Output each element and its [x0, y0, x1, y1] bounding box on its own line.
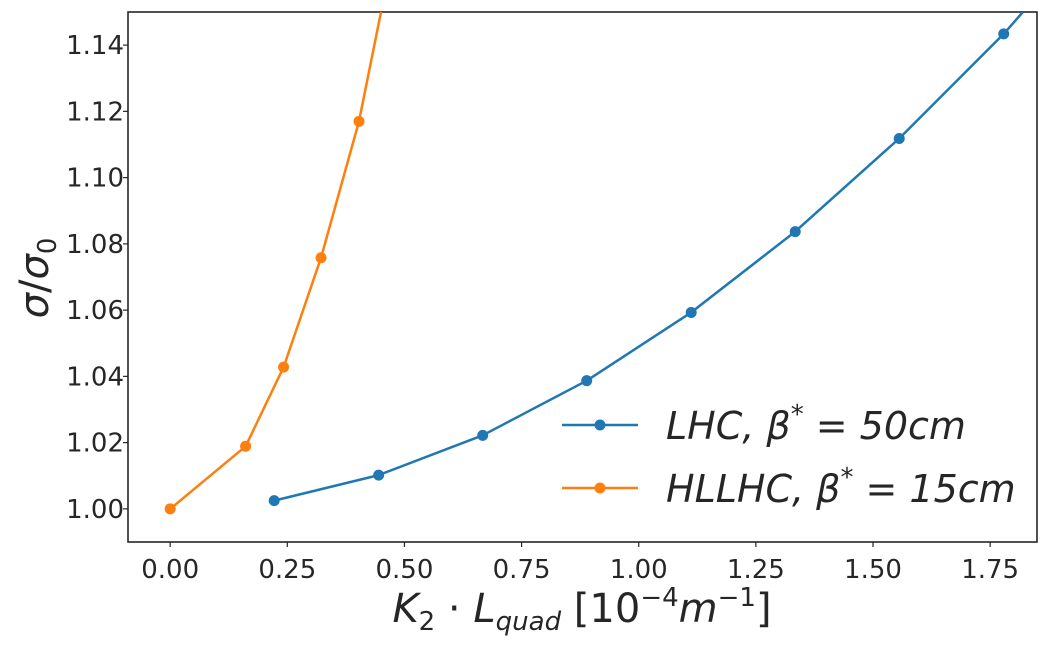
- legend-marker-lhc: [594, 419, 606, 431]
- y-tick-label: 1.02: [66, 429, 124, 459]
- x-tick-label: 0.50: [376, 555, 434, 585]
- data-point-hllhc: [240, 440, 252, 452]
- data-point-lhc: [268, 495, 280, 507]
- y-tick-label: 1.12: [66, 97, 124, 127]
- legend: LHC, β* = 50cm HLLHC, β* = 15cm: [562, 400, 1016, 511]
- y-tick-label: 1.08: [66, 230, 124, 260]
- x-tick-label: 1.75: [961, 555, 1019, 585]
- data-point-hllhc: [164, 503, 176, 515]
- y-tick-label: 1.04: [66, 362, 124, 392]
- y-tick-label: 1.06: [66, 296, 124, 326]
- x-tick-label: 1.25: [727, 555, 785, 585]
- plot-area: [127, 11, 1038, 543]
- data-point-hllhc: [278, 361, 290, 373]
- data-point-hllhc: [353, 115, 365, 127]
- data-point-lhc: [998, 28, 1010, 40]
- legend-label-hllhc: HLLHC, β* = 15cm: [666, 463, 1016, 511]
- x-tick-label: 0.25: [258, 555, 316, 585]
- x-tick-label: 1.50: [844, 555, 902, 585]
- data-point-lhc: [373, 469, 385, 481]
- series-line-hllhc: [169, 12, 383, 510]
- legend-marker-hllhc: [594, 482, 606, 494]
- data-point-lhc: [477, 429, 489, 441]
- x-tick-label: 0.75: [493, 555, 551, 585]
- data-point-hllhc: [315, 252, 327, 264]
- y-tick-label: 1.10: [66, 164, 124, 194]
- series-layer: [164, 12, 1024, 515]
- y-tick-label: 1.14: [66, 31, 124, 61]
- x-axis-ticks: 0.00 0.25 0.50 0.75 1.00 1.25 1.50 1.75: [141, 542, 1019, 585]
- data-point-lhc: [893, 133, 905, 145]
- data-point-lhc: [581, 375, 593, 387]
- data-point-lhc: [789, 226, 801, 238]
- x-tick-label: 1.00: [610, 555, 668, 585]
- data-point-lhc: [685, 306, 697, 318]
- x-axis-label: K2 · Lquad [10−4m−1]: [392, 583, 771, 637]
- y-axis-ticks: 1.00 1.02 1.04 1.06 1.08 1.10 1.12 1.14: [66, 31, 128, 525]
- x-tick-label: 0.00: [141, 555, 199, 585]
- y-tick-label: 1.00: [66, 495, 124, 525]
- legend-label-lhc: LHC, β* = 50cm: [666, 400, 966, 448]
- y-axis-label: σ/σ0: [12, 238, 63, 319]
